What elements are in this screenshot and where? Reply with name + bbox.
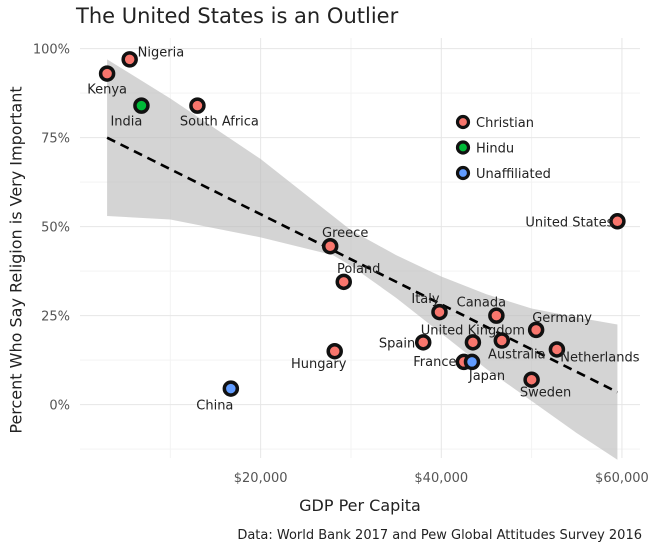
data-point: Hungary	[291, 342, 347, 372]
legend-marker	[455, 114, 471, 130]
data-point: Japan	[463, 353, 505, 384]
data-point: Italy	[411, 292, 448, 321]
trend-line	[106, 136, 618, 394]
data-point: South Africa	[180, 97, 259, 130]
data-point: France	[413, 353, 473, 371]
data-point: Netherlands	[548, 341, 640, 365]
data-point: Greece	[321, 226, 368, 255]
legend-label: Hindu	[476, 142, 514, 157]
point-label: Poland	[337, 262, 380, 277]
x-tick-label: $60,000	[595, 471, 649, 486]
point-label: South Africa	[180, 115, 259, 130]
point-marker	[335, 273, 352, 291]
data-point: Australia	[488, 332, 546, 363]
legend-marker	[455, 165, 471, 181]
data-point: Canada	[457, 296, 506, 324]
point-label: Kenya	[87, 83, 127, 98]
point-label: United States	[525, 215, 613, 230]
y-tick-label: 50%	[41, 221, 70, 236]
point-label: Sweden	[520, 386, 571, 401]
y-tick-label: 75%	[41, 132, 70, 147]
legend-label: Christian	[476, 116, 534, 131]
data-point: Sweden	[520, 371, 571, 401]
point-marker	[488, 307, 505, 324]
point-label: Germany	[532, 311, 592, 326]
legend-label: Unaffiliated	[476, 167, 551, 182]
chart-caption: Data: World Bank 2017 and Pew Global Att…	[237, 528, 642, 543]
point-label: Australia	[488, 348, 546, 363]
point-marker	[121, 51, 138, 68]
y-tick-label: 25%	[41, 310, 70, 325]
legend: Christian Hindu Unaffiliated	[455, 114, 551, 182]
data-point: Germany	[527, 311, 592, 339]
point-marker	[493, 332, 511, 349]
point-label: Spain	[379, 336, 415, 351]
y-tick-label: 0%	[49, 399, 70, 414]
chart-title: The United States is an Outlier	[76, 4, 399, 28]
data-point: United States	[525, 213, 626, 230]
x-tick-label: $40,000	[414, 471, 468, 486]
data-point: Nigeria	[121, 45, 185, 68]
point-marker	[463, 353, 481, 371]
point-label: China	[196, 399, 233, 414]
y-tick-label: 100%	[33, 43, 70, 58]
confidence-band	[107, 59, 618, 460]
point-marker	[431, 303, 448, 321]
x-axis-title: GDP Per Capita	[299, 496, 421, 515]
point-label: Greece	[322, 226, 368, 241]
point-marker	[548, 341, 566, 358]
point-label: Hungary	[291, 357, 347, 372]
point-marker	[527, 321, 545, 339]
data-point: India	[110, 97, 150, 130]
data-point: Spain	[379, 334, 432, 351]
point-label: Nigeria	[138, 45, 185, 60]
point-marker	[414, 334, 432, 351]
data-point: China	[196, 380, 240, 414]
data-point: Kenya	[87, 65, 127, 98]
point-label: France	[413, 355, 456, 370]
point-marker	[98, 65, 116, 82]
point-marker	[464, 334, 482, 351]
point-label: United Kingdom	[421, 323, 525, 338]
point-marker	[133, 97, 150, 114]
x-tick-label: $20,000	[234, 471, 288, 486]
legend-marker	[455, 140, 471, 155]
point-label: Netherlands	[560, 350, 639, 365]
data-point: Poland	[335, 262, 380, 291]
point-label: Italy	[411, 292, 440, 307]
point-marker	[321, 237, 339, 255]
point-label: India	[110, 115, 142, 130]
point-marker	[523, 371, 540, 388]
point-marker	[326, 342, 343, 360]
point-marker	[222, 380, 240, 397]
point-label: Canada	[457, 296, 506, 311]
point-label: Japan	[468, 369, 505, 384]
point-marker	[609, 213, 626, 230]
point-marker	[189, 97, 206, 114]
